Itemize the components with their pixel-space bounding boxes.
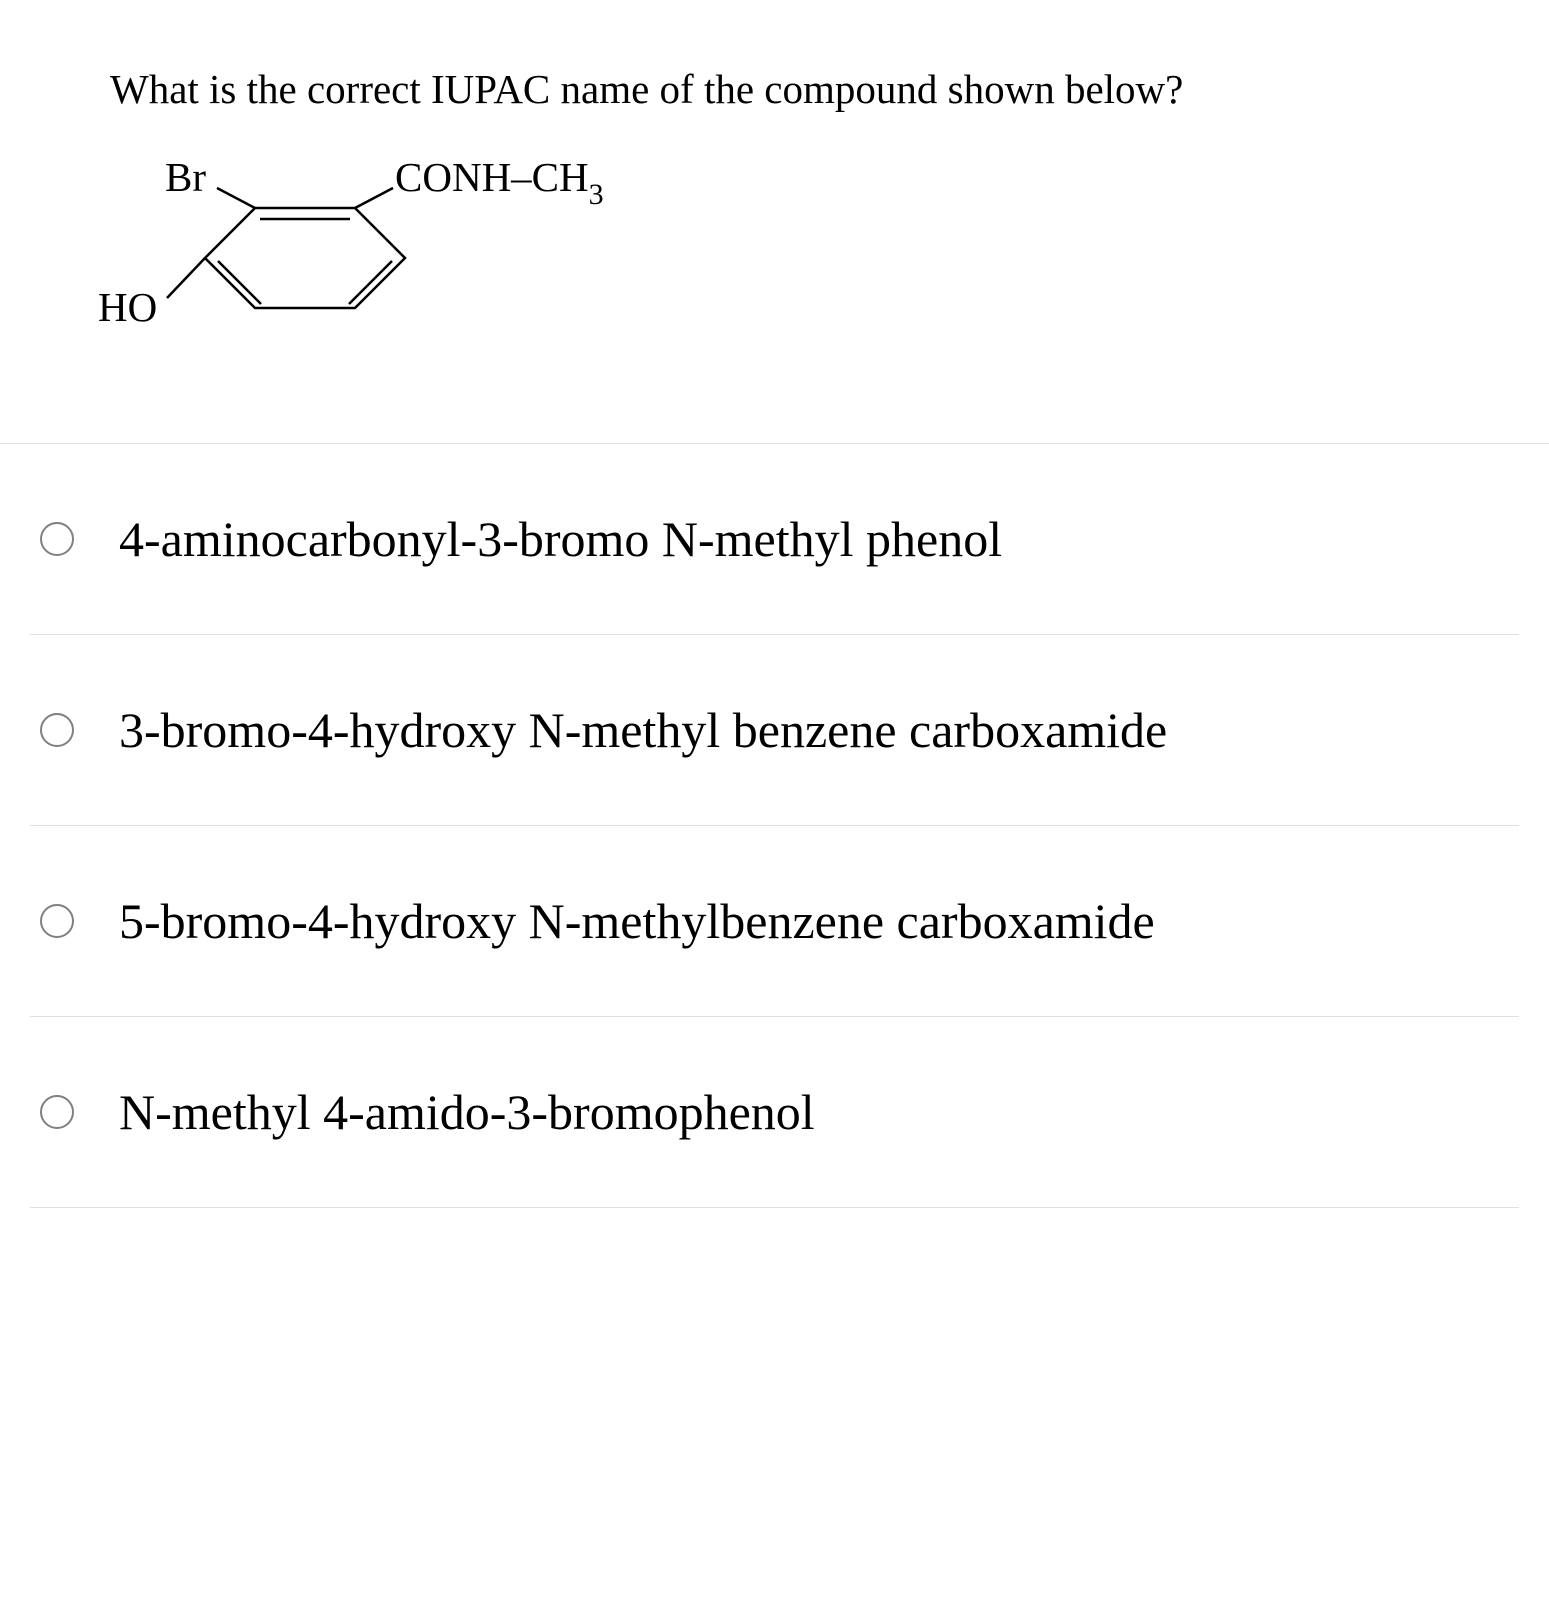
label-conh-sub: 3: [589, 178, 604, 211]
chemical-structure: Br HO CONH–CH3: [110, 163, 1469, 373]
options-list: 4-aminocarbonyl-3-bromo N-methyl phenol …: [0, 443, 1549, 1208]
option-text: 3-bromo-4-hydroxy N-methyl benzene carbo…: [119, 700, 1167, 760]
option-row[interactable]: 4-aminocarbonyl-3-bromo N-methyl phenol: [30, 444, 1519, 635]
option-row[interactable]: 5-bromo-4-hydroxy N-methylbenzene carbox…: [30, 826, 1519, 1017]
option-text: 5-bromo-4-hydroxy N-methylbenzene carbox…: [119, 891, 1155, 951]
radio-button[interactable]: [40, 522, 74, 556]
option-text: 4-aminocarbonyl-3-bromo N-methyl phenol: [119, 509, 1002, 569]
option-row[interactable]: N-methyl 4-amido-3-bromophenol: [30, 1017, 1519, 1208]
label-br: Br: [165, 153, 206, 201]
radio-button[interactable]: [40, 713, 74, 747]
question-text: What is the correct IUPAC name of the co…: [110, 65, 1469, 113]
label-ho: HO: [98, 283, 157, 331]
radio-button[interactable]: [40, 904, 74, 938]
option-row[interactable]: 3-bromo-4-hydroxy N-methyl benzene carbo…: [30, 635, 1519, 826]
radio-button[interactable]: [40, 1095, 74, 1129]
label-conh-text: CONH–CH: [395, 154, 589, 200]
question-container: What is the correct IUPAC name of the co…: [0, 0, 1549, 1208]
label-conh: CONH–CH3: [395, 153, 604, 208]
option-text: N-methyl 4-amido-3-bromophenol: [119, 1082, 815, 1142]
